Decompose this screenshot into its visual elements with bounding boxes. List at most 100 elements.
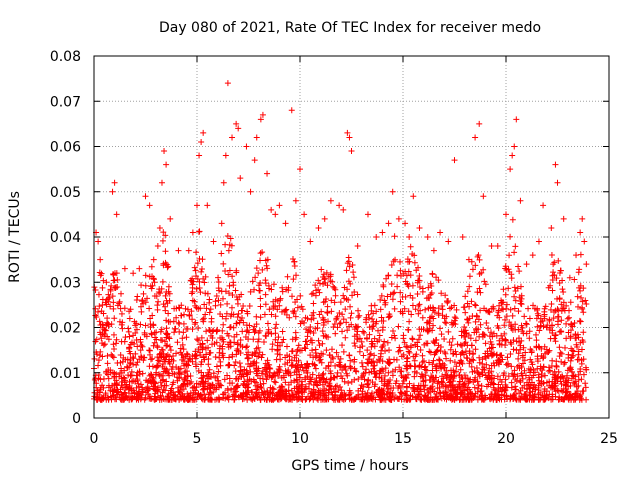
data-point: [348, 148, 355, 155]
data-point: [226, 354, 233, 361]
data-point: [458, 390, 465, 397]
data-point: [111, 396, 118, 403]
data-point: [152, 387, 159, 394]
data-point: [126, 333, 133, 340]
data-point: [275, 334, 282, 341]
data-point: [572, 390, 579, 397]
data-point: [232, 358, 239, 365]
data-point: [95, 238, 102, 245]
data-point: [268, 396, 275, 403]
data-point: [465, 380, 472, 387]
data-point: [180, 320, 187, 327]
data-point: [262, 257, 269, 264]
data-point: [500, 372, 507, 379]
data-point: [205, 391, 212, 398]
data-point: [111, 179, 118, 186]
data-point: [262, 291, 269, 298]
data-point: [534, 365, 541, 372]
data-point: [430, 378, 437, 385]
data-point: [325, 273, 332, 280]
data-point: [411, 252, 418, 259]
data-point: [347, 303, 354, 310]
data-point: [391, 332, 398, 339]
data-point: [380, 368, 387, 375]
data-point: [327, 359, 334, 366]
data-point: [520, 360, 527, 367]
data-point: [364, 335, 371, 342]
data-point: [251, 157, 258, 164]
data-point: [384, 293, 391, 300]
data-point: [271, 395, 278, 402]
data-point: [363, 366, 370, 373]
data-point: [518, 301, 525, 308]
data-point: [382, 365, 389, 372]
data-point: [389, 188, 396, 195]
data-point: [516, 268, 523, 275]
data-point: [167, 215, 174, 222]
data-point: [146, 202, 153, 209]
data-point: [344, 327, 351, 334]
data-point: [175, 247, 182, 254]
data-point: [387, 390, 394, 397]
data-point: [170, 357, 177, 364]
data-point: [311, 362, 318, 369]
data-point: [318, 308, 325, 315]
data-point: [474, 388, 481, 395]
data-point: [150, 275, 157, 282]
data-point: [358, 338, 365, 345]
data-point: [512, 287, 519, 294]
data-point: [331, 299, 338, 306]
data-point: [535, 386, 542, 393]
data-point: [461, 387, 468, 394]
data-point: [201, 279, 208, 286]
data-point: [510, 346, 517, 353]
data-point: [298, 303, 305, 310]
data-point: [398, 368, 405, 375]
data-point: [315, 337, 322, 344]
data-point: [233, 293, 240, 300]
data-point: [291, 377, 298, 384]
data-point: [366, 314, 373, 321]
data-point: [256, 349, 263, 356]
data-point: [383, 275, 390, 282]
data-point: [170, 391, 177, 398]
data-point: [435, 277, 442, 284]
data-point: [109, 369, 116, 376]
data-point: [279, 284, 286, 291]
data-point: [472, 393, 479, 400]
data-point: [322, 332, 329, 339]
data-point: [580, 329, 587, 336]
data-point: [149, 374, 156, 381]
data-point: [278, 383, 285, 390]
data-point: [291, 354, 298, 361]
data-point: [525, 365, 532, 372]
data-point: [511, 284, 518, 291]
data-point: [379, 229, 386, 236]
data-point: [508, 323, 515, 330]
data-point: [423, 319, 430, 326]
data-point: [508, 379, 515, 386]
data-point: [385, 220, 392, 227]
data-point: [527, 356, 534, 363]
data-point: [433, 394, 440, 401]
data-point: [215, 368, 222, 375]
data-point: [291, 263, 298, 270]
data-point: [249, 352, 256, 359]
data-point: [582, 380, 589, 387]
data-point: [257, 250, 264, 257]
data-point: [500, 306, 507, 313]
data-point: [119, 319, 126, 326]
data-point: [507, 166, 514, 173]
data-point: [141, 396, 148, 403]
data-point: [539, 367, 546, 374]
data-point: [161, 382, 168, 389]
data-point: [322, 298, 329, 305]
data-point: [276, 384, 283, 391]
data-point: [489, 351, 496, 358]
data-point: [481, 305, 488, 312]
data-point: [187, 396, 194, 403]
data-point: [139, 343, 146, 350]
data-point: [549, 276, 556, 283]
data-point: [544, 349, 551, 356]
data-point: [422, 372, 429, 379]
